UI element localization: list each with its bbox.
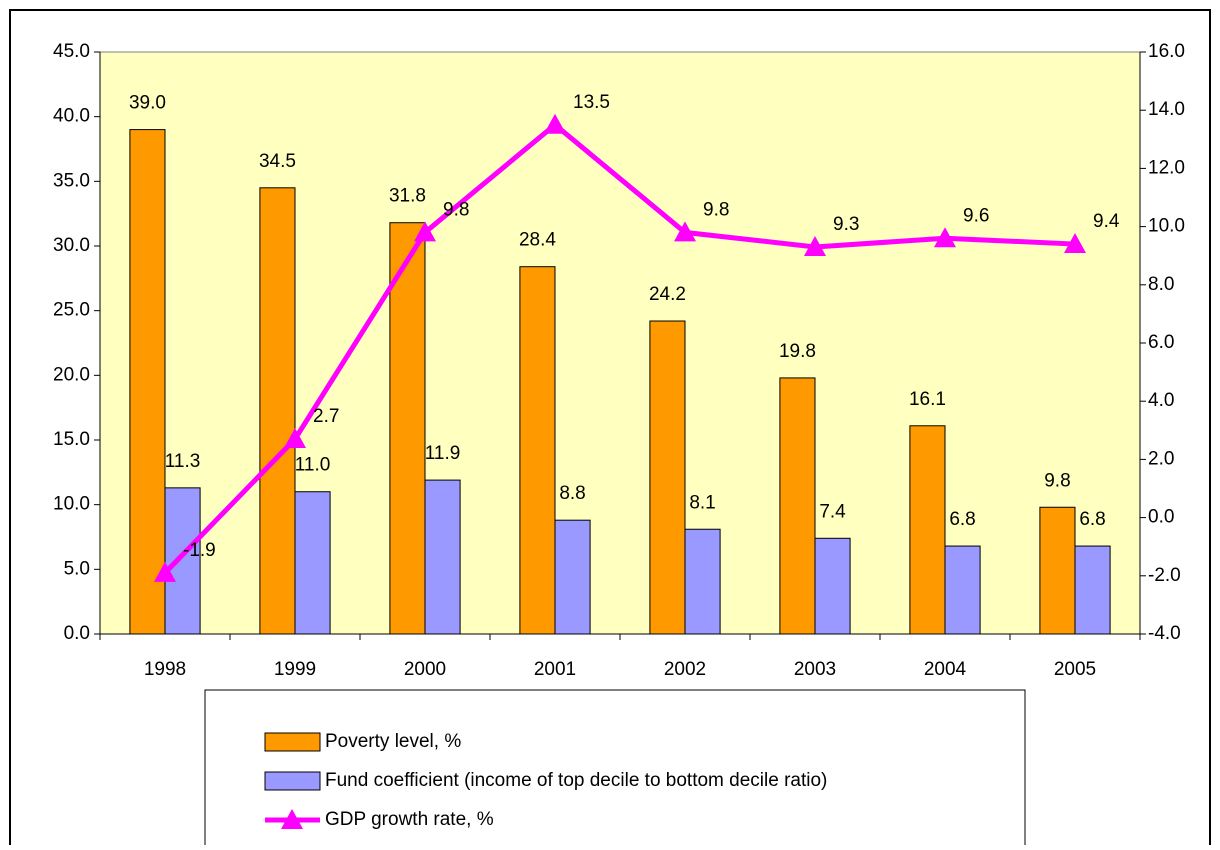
- legend-swatch: [264, 732, 321, 752]
- data-label: 9.6: [963, 205, 989, 226]
- bar: [944, 545, 981, 635]
- marker: [674, 221, 696, 242]
- y-tick-label: 25.0: [53, 300, 90, 321]
- legend-label: GDP growth rate, %: [325, 809, 494, 830]
- x-tick-label: 1999: [274, 659, 316, 680]
- y2-tick-label: -2.0: [1148, 565, 1181, 586]
- bar: [909, 425, 946, 635]
- line: [163, 121, 1076, 575]
- data-label: 39.0: [129, 93, 166, 114]
- y-tick-label: 15.0: [53, 429, 90, 450]
- y2-tick-label: 14.0: [1148, 99, 1185, 120]
- x-tick-label: 2002: [664, 659, 706, 680]
- y-tick-label: 5.0: [64, 558, 90, 579]
- data-label: 8.1: [689, 492, 715, 513]
- y-tick-label: 20.0: [53, 364, 90, 385]
- x-tick-label: 2004: [924, 659, 967, 680]
- data-label: 28.4: [519, 230, 556, 251]
- bar: [294, 491, 331, 635]
- legend: [204, 689, 1026, 850]
- data-label: 9.8: [703, 199, 729, 220]
- x-tick-label: 2003: [794, 659, 836, 680]
- y-tick-label: 10.0: [53, 494, 90, 515]
- y-tick-label: 45.0: [53, 41, 90, 62]
- marker: [804, 235, 826, 256]
- marker: [414, 221, 436, 242]
- bar: [129, 129, 166, 635]
- y2-tick-label: 8.0: [1148, 274, 1174, 295]
- y2-tick-label: 2.0: [1148, 448, 1174, 469]
- marker: [284, 428, 306, 449]
- data-label: 19.8: [779, 341, 816, 362]
- marker: [544, 113, 566, 134]
- bar: [684, 528, 721, 635]
- data-label: 31.8: [389, 186, 426, 207]
- data-label: 34.5: [259, 151, 296, 172]
- bar: [554, 519, 591, 635]
- bar: [164, 487, 201, 635]
- data-label: 6.8: [949, 509, 975, 530]
- data-label: -1.9: [183, 540, 216, 561]
- data-label: 16.1: [909, 389, 946, 410]
- legend-marker: [281, 809, 303, 829]
- data-label: 8.8: [559, 483, 585, 504]
- x-tick-label: 2005: [1054, 659, 1096, 680]
- marker: [934, 227, 956, 248]
- data-label: 9.3: [833, 214, 859, 235]
- y2-tick-label: 6.0: [1148, 332, 1174, 353]
- data-label: 2.7: [313, 406, 339, 427]
- legend-label: Fund coefficient (income of top decile t…: [325, 770, 827, 791]
- legend-swatch: [264, 771, 321, 791]
- y-tick-label: 40.0: [53, 106, 90, 127]
- y2-tick-label: 0.0: [1148, 507, 1174, 528]
- data-label: 9.4: [1093, 211, 1120, 232]
- data-label: 11.9: [425, 443, 461, 464]
- data-label: 9.8: [1044, 470, 1070, 491]
- plot-area: [99, 51, 1141, 635]
- bar: [424, 479, 461, 635]
- y2-tick-label: -4.0: [1148, 623, 1181, 644]
- bar: [1074, 545, 1111, 635]
- x-tick-label: 2001: [534, 659, 576, 680]
- bar: [814, 537, 851, 635]
- bar: [649, 320, 686, 635]
- data-label: 7.4: [819, 501, 846, 522]
- data-label: 24.2: [649, 284, 686, 305]
- marker: [1064, 233, 1086, 254]
- data-label: 11.3: [165, 451, 201, 472]
- y2-tick-label: 16.0: [1148, 41, 1185, 62]
- bar: [519, 266, 556, 635]
- y-tick-label: 0.0: [64, 623, 90, 644]
- bar: [779, 377, 816, 635]
- data-label: 13.5: [573, 92, 610, 113]
- marker: [154, 561, 176, 582]
- data-label: 9.8: [443, 199, 469, 220]
- legend-label: Poverty level, %: [325, 731, 461, 752]
- data-label: 11.0: [295, 455, 331, 476]
- x-tick-label: 1998: [144, 659, 186, 680]
- bar: [259, 187, 296, 635]
- y2-tick-label: 4.0: [1148, 390, 1174, 411]
- bar: [389, 222, 426, 635]
- bar: [1039, 506, 1076, 635]
- y2-tick-label: 12.0: [1148, 157, 1185, 178]
- y-tick-label: 30.0: [53, 235, 90, 256]
- y-tick-label: 35.0: [53, 170, 90, 191]
- y2-tick-label: 10.0: [1148, 216, 1185, 237]
- data-label: 6.8: [1079, 509, 1105, 530]
- x-tick-label: 2000: [404, 659, 446, 680]
